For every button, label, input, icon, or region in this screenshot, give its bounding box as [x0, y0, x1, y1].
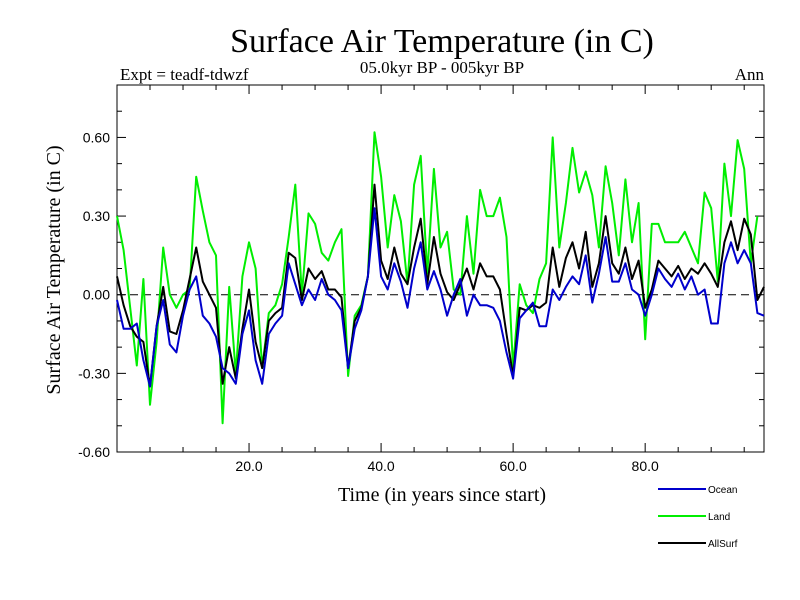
x-tick-label: 20.0	[235, 458, 262, 474]
legend-label-ocean: Ocean	[708, 485, 737, 496]
period-label: 05.0kyr BP - 005kyr BP	[360, 58, 524, 77]
series-line-land	[116, 131, 759, 425]
season-label: Ann	[735, 65, 765, 84]
y-tick-label: 0.60	[83, 129, 110, 145]
x-tick-label: 80.0	[632, 458, 659, 474]
series-line-allsurf	[116, 183, 765, 388]
y-tick-label: 0.30	[83, 208, 110, 224]
legend: Ocean Land AllSurf	[658, 485, 738, 550]
x-tick-labels: 20.0 40.0 60.0 80.0	[235, 458, 659, 474]
y-tick-label: -0.30	[78, 365, 110, 381]
x-tick-label: 60.0	[499, 458, 526, 474]
y-tick-labels: -0.60 -0.30 0.00 0.30 0.60	[78, 129, 110, 460]
y-tick-label: 0.00	[83, 287, 110, 303]
chart-title: Surface Air Temperature (in C)	[230, 23, 654, 60]
series-lines	[116, 131, 765, 425]
legend-label-allsurf: AllSurf	[708, 539, 738, 550]
legend-label-land: Land	[708, 512, 730, 523]
y-axis-label: Surface Air Temperature (in C)	[43, 145, 65, 394]
series-line-ocean	[116, 207, 765, 388]
plot-area: 20.0 40.0 60.0 80.0 -0.60 -0.30 0.00 0.30 0.60	[78, 84, 765, 474]
axis-ticks	[117, 84, 764, 453]
x-tick-label: 40.0	[367, 458, 394, 474]
experiment-label: Expt = teadf-tdwzf	[120, 65, 249, 84]
y-tick-label: -0.60	[78, 444, 110, 460]
x-axis-label: Time (in years since start)	[338, 484, 546, 506]
